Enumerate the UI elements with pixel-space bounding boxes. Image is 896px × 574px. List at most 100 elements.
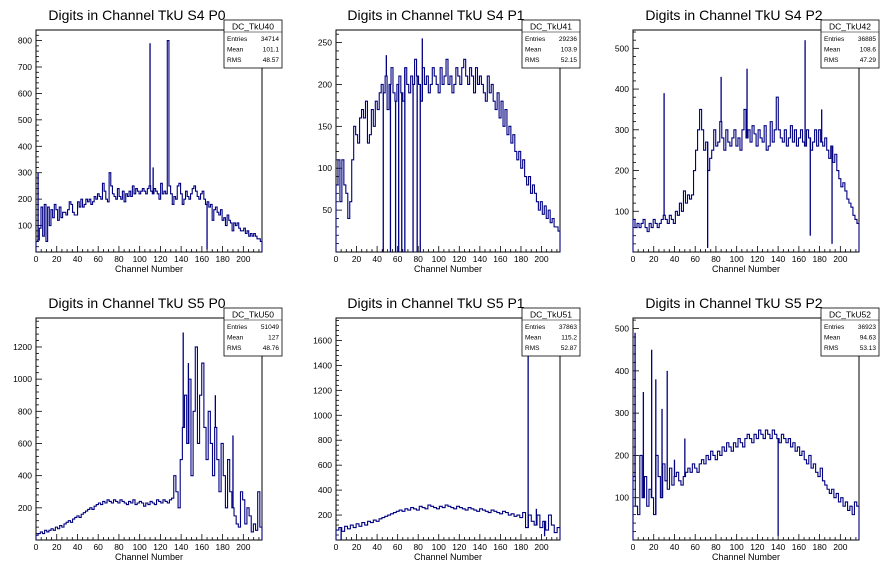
stats-label-rms: RMS — [824, 345, 839, 352]
y-tick-label: 1200 — [313, 385, 332, 395]
y-tick-label: 800 — [318, 435, 332, 445]
x-tick-label: 200 — [534, 254, 548, 264]
stats-value-entries: 29236 — [559, 36, 577, 43]
stats-label-entries: Entries — [227, 36, 248, 43]
stats-value-entries: 34714 — [261, 36, 279, 43]
x-tick-label: 80 — [413, 254, 423, 264]
y-tick-label: 700 — [18, 62, 32, 72]
x-tick-label: 180 — [216, 254, 230, 264]
histogram-series — [632, 96, 860, 252]
x-tick-label: 60 — [690, 254, 700, 264]
y-tick-label: 100 — [615, 493, 629, 503]
x-tick-label: 200 — [236, 542, 250, 552]
x-tick-label: 40 — [670, 542, 680, 552]
stats-label-rms: RMS — [525, 57, 540, 64]
x-tick-label: 140 — [771, 542, 785, 552]
y-tick-label: 300 — [18, 168, 32, 178]
histogram-panel-5: Digits in Channel TkU S5 P2 Channel Numbe… — [615, 295, 880, 562]
stats-box-frame — [820, 19, 880, 69]
y-tick-label: 200 — [615, 166, 629, 176]
y-tick-label: 800 — [18, 406, 32, 416]
y-tick-label: 300 — [615, 125, 629, 135]
x-tick-label: 60 — [690, 542, 700, 552]
x-tick-label: 100 — [730, 254, 744, 264]
x-tick-label: 80 — [413, 542, 423, 552]
y-tick-label: 150 — [318, 121, 332, 131]
y-tick-label: 600 — [18, 88, 32, 98]
stats-value-entries: 37863 — [559, 324, 577, 331]
stats-box: DC_TkU51 Entries 37863 Mean 115.2 RMS 52.87 — [521, 307, 581, 357]
histogram-series — [35, 346, 263, 540]
stats-box-frame — [820, 307, 880, 357]
x-tick-label: 80 — [711, 254, 721, 264]
x-tick-label: 100 — [730, 542, 744, 552]
x-tick-label: 140 — [473, 542, 487, 552]
plot-frame — [335, 317, 561, 541]
x-tick-label: 140 — [473, 254, 487, 264]
y-tick-label: 200 — [18, 194, 32, 204]
x-tick-label: 140 — [771, 254, 785, 264]
stats-label-mean: Mean — [227, 47, 244, 54]
stats-value-entries: 36885 — [858, 36, 876, 43]
stats-box-frame — [521, 307, 581, 357]
x-tick-label: 180 — [813, 542, 827, 552]
x-tick-label: 0 — [631, 542, 636, 552]
x-tick-label: 20 — [52, 254, 62, 264]
y-tick-label: 500 — [615, 43, 629, 53]
x-tick-label: 180 — [514, 254, 528, 264]
x-tick-label: 160 — [792, 254, 806, 264]
x-axis-label: Channel Number — [414, 552, 482, 562]
x-tick-label: 0 — [334, 542, 339, 552]
x-tick-label: 120 — [750, 254, 764, 264]
stats-value-rms: 47.29 — [860, 57, 877, 64]
stats-label-entries: Entries — [525, 36, 546, 43]
stats-value-mean: 115.2 — [561, 335, 577, 342]
stats-label-entries: Entries — [227, 324, 248, 331]
chart-title: Digits in Channel TkU S4 P0 — [48, 7, 225, 23]
stats-label-rms: RMS — [824, 57, 839, 64]
x-tick-label: 80 — [114, 254, 124, 264]
y-tick-label: 400 — [615, 84, 629, 94]
x-tick-label: 160 — [493, 254, 507, 264]
x-tick-label: 20 — [352, 254, 362, 264]
stats-value-entries: 51049 — [261, 324, 279, 331]
y-tick-label: 200 — [318, 79, 332, 89]
stats-value-rms: 53.13 — [860, 345, 877, 352]
x-tick-label: 80 — [711, 542, 721, 552]
x-tick-label: 180 — [514, 542, 528, 552]
stats-label-rms: RMS — [227, 57, 242, 64]
x-tick-label: 60 — [393, 254, 403, 264]
x-tick-label: 40 — [670, 254, 680, 264]
y-tick-label: 600 — [18, 438, 32, 448]
x-axis-label: Channel Number — [115, 264, 183, 274]
x-tick-label: 120 — [452, 254, 466, 264]
stats-box: DC_TkU52 Entries 36923 Mean 94.63 RMS 53.13 — [820, 307, 880, 357]
stats-value-rms: 48.76 — [263, 345, 280, 352]
chart-title: Digits in Channel TkU S5 P1 — [347, 295, 524, 311]
stats-label-mean: Mean — [525, 335, 542, 342]
stats-box: DC_TkU41 Entries 29236 Mean 103.9 RMS 52.15 — [521, 19, 581, 69]
plot-frame — [632, 317, 860, 541]
histogram-panel-2: Digits in Channel TkU S4 P2 Channel Numbe… — [615, 7, 880, 274]
stats-box-name: DC_TkU40 — [232, 22, 274, 32]
y-tick-label: 800 — [18, 36, 32, 46]
stats-box: DC_TkU42 Entries 36885 Mean 108.6 RMS 47.29 — [820, 19, 880, 69]
stats-label-mean: Mean — [525, 47, 542, 54]
stats-box: DC_TkU50 Entries 51049 Mean 127 RMS 48.76 — [223, 307, 283, 357]
stats-box-name: DC_TkU52 — [829, 310, 871, 320]
y-tick-label: 500 — [18, 115, 32, 125]
x-tick-label: 120 — [750, 542, 764, 552]
x-tick-label: 200 — [534, 542, 548, 552]
stats-box-name: DC_TkU41 — [530, 22, 572, 32]
x-tick-label: 100 — [133, 542, 147, 552]
x-tick-label: 180 — [813, 254, 827, 264]
plot-frame — [632, 29, 860, 253]
y-tick-label: 400 — [318, 485, 332, 495]
x-tick-label: 120 — [153, 254, 167, 264]
stats-value-rms: 52.15 — [561, 57, 578, 64]
y-tick-label: 200 — [318, 510, 332, 520]
stats-box-frame — [223, 307, 283, 357]
stats-box: DC_TkU40 Entries 34714 Mean 101.1 RMS 48.57 — [223, 19, 283, 69]
stats-label-entries: Entries — [824, 324, 845, 331]
